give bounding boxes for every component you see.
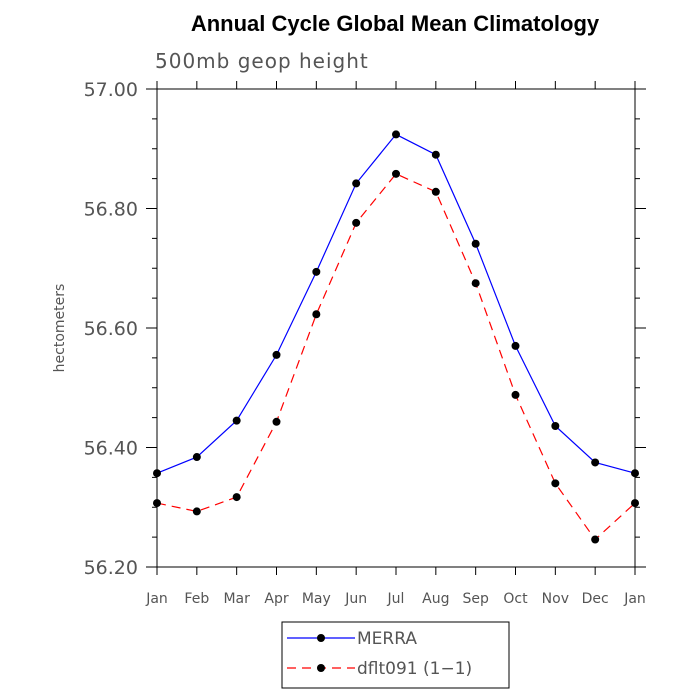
- data-point: [591, 458, 600, 467]
- data-point: [511, 390, 520, 399]
- x-tick-label: Mar: [223, 591, 250, 607]
- x-tick-label: Jan: [623, 591, 646, 607]
- data-point: [272, 350, 281, 359]
- series-1: [153, 169, 639, 544]
- data-point: [631, 499, 639, 508]
- legend-swatch-marker: [317, 634, 325, 642]
- data-point: [312, 267, 321, 276]
- x-tick-label: Dec: [582, 591, 609, 607]
- data-point: [631, 469, 639, 478]
- x-tick-label: Oct: [503, 591, 528, 607]
- y-tick-label: 57.00: [84, 79, 138, 101]
- legend-swatch-marker: [317, 664, 325, 672]
- x-tick-label: May: [302, 591, 331, 607]
- y-axis-label: hectometers: [52, 284, 68, 373]
- legend-box: [281, 621, 510, 689]
- axis-ticks: Jan Feb Mar Apr May Jun Jul Aug Sep Oct Nov Dec Jan 5…: [84, 79, 646, 607]
- data-point: [431, 187, 440, 196]
- data-point: [511, 341, 520, 350]
- x-tick-label: Apr: [264, 591, 288, 607]
- legend: MERRA dflt091 (1−1): [281, 621, 510, 689]
- data-point: [392, 130, 400, 139]
- data-point: [551, 479, 560, 488]
- data-point: [352, 218, 361, 227]
- data-point: [153, 469, 161, 478]
- x-tick-label: Feb: [184, 591, 209, 607]
- data-point: [551, 421, 560, 430]
- data-point: [192, 453, 201, 462]
- series-line: [156, 133, 636, 474]
- legend-label: MERRA: [357, 629, 417, 649]
- y-tick-label: 56.40: [84, 438, 138, 460]
- y-tick-label: 56.80: [84, 199, 138, 221]
- data-point: [232, 416, 241, 425]
- y-tick-label: 56.60: [84, 318, 138, 340]
- data-point: [312, 310, 321, 319]
- x-tick-label: Jun: [344, 591, 367, 607]
- chart-title: Annual Cycle Global Mean Climatology: [191, 11, 600, 36]
- series-0: [153, 130, 639, 478]
- data-point: [153, 499, 161, 508]
- x-tick-label: Nov: [542, 591, 569, 607]
- data-point: [392, 169, 400, 178]
- y-tick-label: 56.20: [84, 557, 138, 579]
- series-layer: [153, 130, 639, 544]
- data-point: [591, 535, 600, 544]
- data-point: [232, 493, 241, 502]
- data-point: [352, 179, 361, 188]
- data-point: [471, 239, 480, 248]
- chart-subtitle: 500mb geop height: [155, 49, 369, 73]
- x-tick-label: Sep: [462, 591, 489, 607]
- series-line: [156, 173, 636, 541]
- data-point: [192, 507, 201, 516]
- data-point: [431, 150, 440, 159]
- data-point: [471, 279, 480, 288]
- legend-label: dflt091 (1−1): [357, 659, 472, 679]
- plot-frame: [156, 88, 636, 568]
- data-point: [272, 417, 281, 426]
- x-tick-label: Jan: [145, 591, 168, 607]
- x-tick-label: Jul: [387, 591, 405, 607]
- x-tick-label: Aug: [422, 591, 449, 607]
